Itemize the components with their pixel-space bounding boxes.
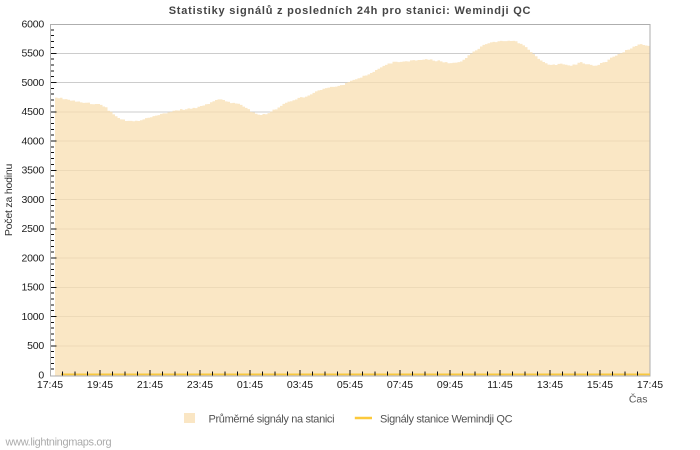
svg-text:Počet za hodinu: Počet za hodinu bbox=[3, 163, 15, 236]
svg-text:19:45: 19:45 bbox=[87, 379, 113, 391]
svg-text:Signály stanice Wemindji QC: Signály stanice Wemindji QC bbox=[380, 414, 513, 426]
svg-text:13:45: 13:45 bbox=[537, 379, 563, 391]
svg-text:23:45: 23:45 bbox=[187, 379, 213, 391]
svg-text:01:45: 01:45 bbox=[237, 379, 263, 391]
svg-text:6000: 6000 bbox=[21, 18, 44, 30]
svg-text:1500: 1500 bbox=[21, 282, 44, 294]
svg-text:09:45: 09:45 bbox=[437, 379, 463, 391]
svg-text:21:45: 21:45 bbox=[137, 379, 163, 391]
svg-text:4000: 4000 bbox=[21, 135, 44, 147]
svg-text:2000: 2000 bbox=[21, 252, 44, 264]
svg-text:05:45: 05:45 bbox=[337, 379, 363, 391]
svg-text:Průměrné signály na stanici: Průměrné signály na stanici bbox=[209, 414, 335, 426]
svg-text:03:45: 03:45 bbox=[287, 379, 313, 391]
svg-text:500: 500 bbox=[27, 340, 44, 352]
svg-text:Statistiky signálů z posledníc: Statistiky signálů z posledních 24h pro … bbox=[169, 5, 532, 17]
svg-text:1000: 1000 bbox=[21, 311, 44, 323]
svg-text:4500: 4500 bbox=[21, 106, 44, 118]
svg-text:5500: 5500 bbox=[21, 48, 44, 60]
svg-text:17:45: 17:45 bbox=[37, 379, 63, 391]
svg-text:11:45: 11:45 bbox=[487, 379, 513, 391]
svg-text:5000: 5000 bbox=[21, 77, 44, 89]
svg-text:3000: 3000 bbox=[21, 194, 44, 206]
svg-text:3500: 3500 bbox=[21, 165, 44, 177]
svg-text:17:45: 17:45 bbox=[637, 379, 663, 391]
svg-text:0: 0 bbox=[38, 369, 44, 381]
svg-text:07:45: 07:45 bbox=[387, 379, 413, 391]
svg-text:Čas: Čas bbox=[629, 393, 648, 406]
svg-text:www.lightningmaps.org: www.lightningmaps.org bbox=[5, 437, 112, 449]
svg-text:2500: 2500 bbox=[21, 223, 44, 235]
svg-text:15:45: 15:45 bbox=[587, 379, 613, 391]
